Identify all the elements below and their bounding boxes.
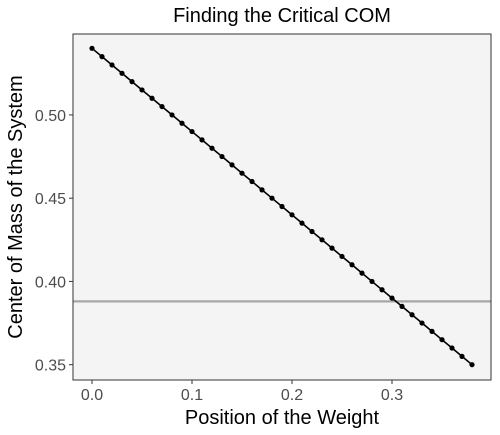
data-point — [339, 253, 345, 260]
data-point — [229, 162, 235, 168]
data-point — [389, 295, 395, 301]
data-point — [289, 212, 295, 218]
data-point — [189, 128, 195, 135]
data-point — [399, 303, 405, 310]
y-tick-label: 0.45 — [35, 191, 66, 208]
data-point — [209, 145, 215, 151]
data-point — [249, 178, 255, 185]
data-point — [149, 95, 155, 101]
data-point — [99, 54, 105, 60]
x-tick-label: 0.3 — [381, 387, 403, 404]
data-point — [169, 112, 175, 118]
data-point — [199, 137, 205, 143]
data-point — [299, 220, 305, 226]
data-point — [109, 62, 115, 68]
y-tick-label: 0.35 — [35, 358, 66, 375]
y-axis-title: Center of Mass of the System — [5, 75, 27, 338]
y-tick-label: 0.40 — [35, 274, 66, 291]
x-tick-label: 0.2 — [281, 387, 303, 404]
chart-title: Finding the Critical COM — [173, 5, 391, 27]
data-point — [409, 312, 415, 318]
x-axis-title: Position of the Weight — [185, 407, 380, 429]
data-point — [159, 103, 165, 110]
data-point — [279, 203, 285, 210]
data-point — [459, 353, 465, 359]
data-point — [119, 70, 125, 76]
plot-border — [72, 33, 492, 381]
data-point — [469, 362, 475, 368]
data-point — [439, 337, 445, 343]
data-point — [369, 278, 375, 285]
data-point — [139, 87, 145, 93]
data-point — [449, 345, 455, 351]
data-point — [239, 170, 245, 176]
data-point — [129, 79, 135, 85]
data-point — [319, 237, 325, 243]
x-tick-label: 0.1 — [181, 387, 203, 404]
data-point — [179, 120, 185, 126]
data-point — [259, 187, 265, 193]
y-tick-label: 0.50 — [35, 108, 66, 125]
data-point — [379, 287, 385, 293]
data-point — [309, 228, 315, 235]
x-tick-label: 0.0 — [81, 387, 103, 404]
data-point — [219, 153, 225, 160]
data-point — [359, 270, 365, 276]
data-point — [429, 328, 435, 334]
data-point — [89, 45, 95, 51]
data-point — [269, 195, 275, 201]
data-point — [349, 262, 355, 268]
data-point — [329, 245, 335, 251]
data-point — [419, 320, 425, 326]
